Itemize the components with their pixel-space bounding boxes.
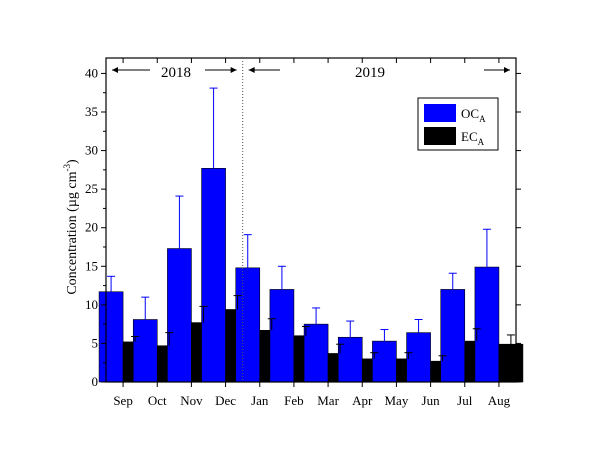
error-bar-ec-nov — [199, 305, 208, 323]
labels-layer: Sep Oct Nov Dec Jan Feb Mar Apr May Jun Jul Aug 0 5 10… — [85, 65, 511, 408]
bars-layer — [98, 168, 524, 383]
error-bar-oc-aug — [482, 228, 491, 268]
error-bar-oc-jan — [243, 234, 252, 268]
legend: OCA ECA — [417, 97, 499, 151]
error-bar-ec-may — [404, 352, 413, 359]
x-tick-label-nov: Nov — [180, 393, 203, 408]
y-tick-label-20: 20 — [85, 220, 98, 235]
x-tick-label-sep: Sep — [113, 393, 133, 408]
bar-oc-feb — [269, 289, 295, 383]
x-tick-label-dec: Dec — [215, 393, 236, 408]
x-tick-label-jun: Jun — [422, 393, 441, 408]
y-tick-label-10: 10 — [85, 297, 98, 312]
error-bar-oc-jun — [414, 319, 423, 333]
y-tick-label-35: 35 — [85, 104, 98, 119]
arrow-2019-left — [248, 67, 280, 73]
y-tick-label-0: 0 — [92, 374, 99, 389]
x-tick-label-may: May — [384, 393, 408, 408]
year-annotations: 2018 2019 — [161, 65, 385, 81]
bar-oc-mar — [303, 323, 329, 383]
error-bars-layer — [107, 87, 515, 362]
bar-oc-jun — [406, 332, 431, 383]
y-tick-label-5: 5 — [92, 335, 99, 350]
y-axis-title: Concentration (µg cm-3) — [62, 159, 80, 295]
axes-layer — [101, 57, 521, 387]
y-tick-label-40: 40 — [85, 65, 98, 80]
error-bar-ec-dec — [233, 295, 242, 310]
error-bar-ec-feb — [301, 325, 310, 336]
bar-oc-jan — [235, 267, 261, 383]
x-tick-label-mar: Mar — [317, 393, 339, 408]
x-tick-label-jul: Jul — [457, 393, 473, 408]
bar-oc-jul — [440, 289, 466, 383]
year-label-2018: 2018 — [161, 65, 191, 81]
bar-oc-nov — [167, 248, 192, 383]
plot-frame — [105, 57, 517, 383]
error-bar-ec-jun — [438, 355, 447, 362]
y-tick-label-15: 15 — [85, 258, 98, 273]
x-tick-label-feb: Feb — [284, 393, 304, 408]
bar-ec-aug — [498, 343, 524, 383]
legend-label-ec: ECA — [461, 129, 485, 147]
x-tick-label-apr: Apr — [352, 393, 373, 408]
error-bar-ec-jul — [472, 328, 481, 342]
error-bar-oc-mar — [312, 307, 321, 325]
x-tick-label-aug: Aug — [488, 393, 511, 408]
error-bar-oc-oct — [141, 296, 150, 320]
x-tick-label-jan: Jan — [251, 393, 269, 408]
error-bar-oc-may — [380, 329, 389, 342]
error-bar-ec-jan — [267, 318, 276, 331]
arrow-2018-right — [205, 67, 237, 73]
arrow-2018-left — [112, 67, 150, 73]
legend-swatch-ec — [424, 127, 456, 145]
bar-oc-may — [372, 340, 397, 383]
y-tick-label-30: 30 — [85, 143, 98, 158]
error-bar-oc-sep — [107, 275, 116, 292]
bar-oc-sep — [98, 291, 124, 383]
error-bar-ec-oct — [165, 332, 174, 346]
error-bar-oc-dec — [209, 87, 218, 169]
year-label-2019: 2019 — [355, 65, 385, 81]
legend-label-oc: OCA — [461, 106, 486, 124]
error-bar-ec-sep — [131, 335, 140, 342]
error-bar-ec-mar — [336, 343, 345, 354]
error-bar-ec-aug — [506, 334, 515, 345]
error-bar-oc-jul — [448, 272, 457, 290]
y-tick-label-25: 25 — [85, 181, 98, 196]
legend-swatch-oc — [424, 104, 456, 122]
error-bar-ec-apr — [370, 352, 379, 359]
error-bar-oc-apr — [346, 320, 355, 338]
bar-oc-dec — [201, 168, 226, 383]
x-tick-label-oct: Oct — [148, 393, 167, 408]
arrow-2019-right — [484, 67, 510, 73]
error-bar-oc-nov — [175, 195, 184, 249]
bar-oc-aug — [474, 266, 500, 383]
error-bar-oc-feb — [277, 265, 286, 290]
bar-oc-oct — [132, 319, 158, 383]
